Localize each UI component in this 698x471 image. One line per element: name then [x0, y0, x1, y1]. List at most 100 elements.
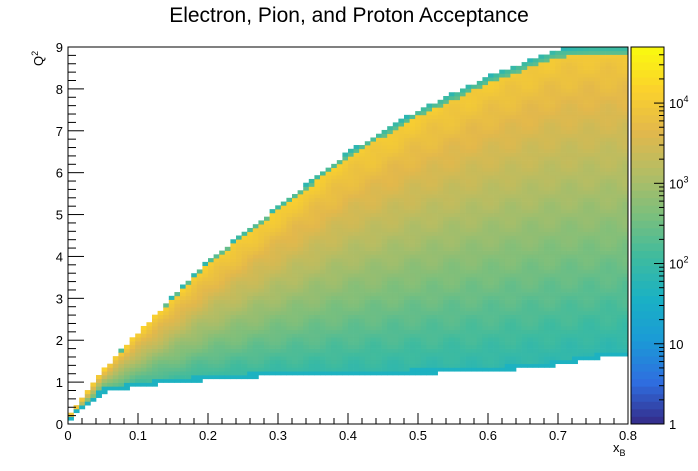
heatmap-cell — [471, 254, 478, 259]
heatmap-cell — [241, 341, 248, 346]
heatmap-cell — [594, 133, 601, 138]
heatmap-cell — [275, 227, 282, 233]
heatmap-cell — [594, 167, 601, 172]
heatmap-cell — [292, 273, 298, 278]
heatmap-cell — [286, 344, 293, 349]
heatmap-cell — [252, 254, 259, 259]
heatmap-cell — [588, 194, 595, 199]
heatmap-cell — [538, 58, 545, 63]
heatmap-cell — [381, 329, 388, 334]
heatmap-cell — [448, 363, 455, 368]
heatmap-cell — [348, 367, 354, 372]
heatmap-cell — [308, 280, 315, 285]
heatmap-cell — [476, 243, 483, 248]
heatmap-cell — [359, 344, 366, 349]
heatmap-cell — [521, 80, 528, 86]
heatmap-cell — [560, 288, 567, 293]
heatmap-cell — [297, 337, 304, 342]
heatmap-cell — [465, 227, 472, 233]
heatmap-cell — [409, 239, 416, 244]
heatmap-cell — [280, 220, 287, 225]
heatmap-cell — [308, 352, 315, 357]
heatmap-cell — [560, 348, 567, 353]
heatmap-cell — [230, 333, 237, 338]
heatmap-cell — [577, 107, 584, 112]
heatmap-cell — [572, 201, 578, 206]
heatmap-cell — [247, 280, 254, 285]
heatmap-cell — [224, 341, 231, 346]
heatmap-cell — [96, 390, 102, 395]
heatmap-cell — [342, 344, 349, 349]
heatmap-cell — [157, 344, 164, 349]
heatmap-cell — [191, 295, 198, 300]
heatmap-cell — [549, 276, 556, 282]
heatmap-cell — [583, 307, 590, 312]
heatmap-cell — [516, 341, 522, 346]
heatmap-cell — [588, 231, 595, 236]
heatmap-cell — [180, 341, 186, 346]
heatmap-cell — [488, 239, 494, 244]
heatmap-cell — [538, 190, 545, 195]
heatmap-cell — [364, 269, 371, 274]
heatmap-cell — [448, 235, 455, 240]
heatmap-cell — [230, 367, 237, 372]
heatmap-cell — [482, 182, 489, 187]
heatmap-cell — [471, 99, 478, 104]
heatmap-cell — [252, 269, 259, 274]
heatmap-cell — [286, 212, 293, 217]
heatmap-cell — [476, 111, 483, 116]
heatmap-cell — [504, 111, 511, 116]
heatmap-cell — [538, 314, 545, 319]
heatmap-cell — [465, 133, 472, 138]
heatmap-cell — [320, 318, 326, 323]
heatmap-cell — [544, 167, 550, 172]
heatmap-cell — [577, 254, 584, 259]
heatmap-cell — [275, 359, 282, 365]
heatmap-cell — [465, 122, 472, 127]
heatmap-cell — [549, 80, 556, 86]
heatmap-cell — [73, 405, 80, 410]
heatmap-cell — [376, 258, 382, 263]
heatmap-cell — [387, 352, 394, 357]
heatmap-cell — [213, 280, 220, 285]
heatmap-cell — [163, 341, 170, 346]
heatmap-cell — [549, 152, 556, 157]
heatmap-cell — [437, 292, 444, 297]
heatmap-cell — [566, 235, 573, 240]
heatmap-cell — [415, 265, 422, 270]
heatmap-cell — [387, 137, 394, 142]
heatmap-cell — [482, 356, 489, 361]
heatmap-cell — [308, 227, 315, 233]
heatmap-cell — [140, 341, 147, 346]
heatmap-cell — [185, 363, 192, 368]
heatmap-cell — [404, 148, 410, 153]
heatmap-cell — [258, 231, 265, 236]
heatmap-cell — [532, 363, 539, 368]
heatmap-cell — [392, 280, 399, 285]
heatmap-cell — [376, 197, 382, 202]
heatmap-cell — [364, 307, 371, 312]
heatmap-cell — [420, 129, 427, 135]
heatmap-cell — [202, 318, 209, 323]
heatmap-cell — [308, 220, 315, 225]
heatmap-cell — [219, 329, 226, 334]
heatmap-cell — [331, 163, 338, 168]
heatmap-cell — [426, 348, 433, 353]
heatmap-cell — [180, 367, 186, 372]
heatmap-cell — [499, 77, 506, 82]
heatmap-cell — [107, 382, 114, 387]
heatmap-cell — [398, 141, 405, 146]
heatmap-cell — [420, 227, 427, 233]
heatmap-cell — [493, 337, 500, 342]
heatmap-cell — [213, 314, 220, 319]
heatmap-cell — [174, 310, 181, 316]
heatmap-cell — [247, 269, 254, 274]
heatmap-cell — [588, 276, 595, 282]
heatmap-cell — [588, 182, 595, 187]
heatmap-cell — [331, 348, 338, 353]
heatmap-cell — [544, 363, 550, 368]
heatmap-cell — [588, 145, 595, 150]
heatmap-cell — [224, 374, 231, 380]
heatmap-cell — [460, 216, 466, 221]
heatmap-cell — [376, 371, 382, 376]
